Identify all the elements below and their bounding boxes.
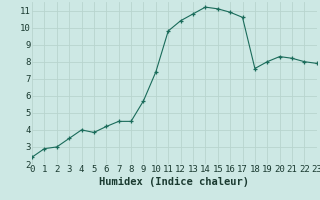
X-axis label: Humidex (Indice chaleur): Humidex (Indice chaleur) bbox=[100, 177, 249, 187]
